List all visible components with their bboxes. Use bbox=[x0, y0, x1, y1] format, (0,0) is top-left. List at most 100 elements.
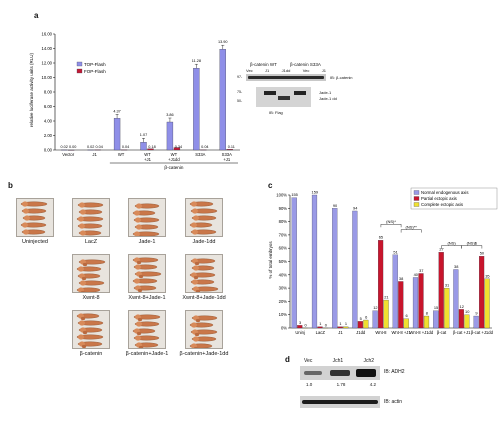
embryo-image bbox=[72, 254, 110, 293]
y-tick-label: 100% bbox=[276, 193, 287, 198]
y-tick-label: 6.00 bbox=[44, 104, 53, 109]
y-tick-label: 16.00 bbox=[42, 32, 53, 37]
blot-band-adh2 bbox=[300, 366, 380, 380]
embryo-image bbox=[128, 310, 166, 349]
significance-label: (NS)** bbox=[406, 224, 418, 229]
data-label: 155 bbox=[291, 192, 298, 197]
y-tick-label: 4.00 bbox=[44, 119, 53, 124]
bar-series-0 bbox=[433, 310, 439, 329]
bar-series-0 bbox=[412, 277, 419, 329]
significance-label: (NS)* bbox=[386, 219, 396, 224]
blot-lane-label: Vec bbox=[246, 68, 253, 73]
x-tick-label: J1dd bbox=[356, 330, 366, 335]
data-label: 0.34 bbox=[175, 145, 182, 149]
data-label: 21 bbox=[384, 295, 388, 300]
bar-series-1 bbox=[398, 281, 404, 329]
data-label: 37 bbox=[419, 268, 423, 273]
data-label: 10 bbox=[465, 309, 470, 314]
x-tick-label-sub: +J1 bbox=[223, 157, 231, 162]
data-label: 0.11 bbox=[228, 145, 235, 149]
embryo-image bbox=[185, 310, 223, 349]
embryo-image bbox=[16, 198, 54, 237]
blot-label-jade1dd: Jade-1 dd bbox=[319, 96, 337, 101]
blot-lane-label: Vec bbox=[302, 68, 310, 73]
x-tick-label: β-cat +J1dd bbox=[471, 330, 494, 335]
data-label: 0 bbox=[325, 323, 328, 328]
bar-series-1 bbox=[458, 309, 464, 329]
legend-swatch-top bbox=[76, 61, 83, 67]
x-tick-label: WT bbox=[171, 152, 178, 157]
bar-series-2 bbox=[363, 319, 369, 329]
blot-label-actin: IB: actin bbox=[384, 399, 403, 405]
embryo-image bbox=[185, 254, 223, 293]
legend-swatch-partial bbox=[413, 196, 420, 201]
blot-lane-label: J1 bbox=[265, 68, 270, 73]
legend-label-partial: Partial ectopic axis bbox=[421, 196, 457, 201]
band-quant-value: 1.78 bbox=[336, 382, 346, 387]
bar-series-0 bbox=[392, 254, 398, 329]
legend-label-normal: Normal endogenous axis bbox=[421, 190, 469, 195]
data-label: 35 bbox=[485, 273, 489, 278]
blot-kda-50: 50- bbox=[237, 99, 243, 103]
lane-label-vec: Vec bbox=[304, 358, 313, 364]
data-label: 159 bbox=[312, 190, 319, 195]
significance-label: (NS) bbox=[447, 240, 456, 245]
x-tick-label: Uninj bbox=[295, 330, 305, 335]
blot-band-actin bbox=[300, 396, 380, 408]
data-label: 13.90 bbox=[218, 40, 228, 44]
bar-top bbox=[113, 118, 121, 151]
data-label: 1 bbox=[345, 321, 347, 326]
legend-label-complete: Complete ectopic axis bbox=[421, 202, 463, 207]
blot-kda-97: 97- bbox=[237, 75, 243, 79]
data-label: 12 bbox=[460, 304, 464, 309]
blot-label-adh2: IB: ADH2 bbox=[384, 369, 405, 375]
y-tick-label: 14.00 bbox=[42, 46, 53, 51]
x-tick-label: Vector bbox=[62, 152, 74, 157]
band-quant-value: 4.2 bbox=[369, 382, 376, 387]
bar-series-1 bbox=[378, 240, 384, 329]
legend-label-top: TOP-Flash bbox=[84, 62, 106, 67]
x-tick-label: LacZ bbox=[316, 330, 326, 335]
embryo-label: β-catenin+Jade-1dd bbox=[179, 351, 229, 357]
bar-fop bbox=[147, 148, 154, 151]
blot-label-ib-flag: IB: Flag bbox=[269, 110, 283, 115]
embryo-label: Uninjected bbox=[22, 239, 48, 245]
data-label: 0.00 bbox=[69, 145, 76, 149]
data-label: 3.86 bbox=[166, 113, 173, 117]
data-label: 0 bbox=[305, 323, 308, 328]
y-tick-label: 90% bbox=[279, 206, 288, 211]
data-label: 4.37 bbox=[113, 109, 120, 113]
bar-series-0 bbox=[372, 310, 378, 329]
significance-bracket bbox=[400, 229, 422, 233]
y-tick-label: 2.00 bbox=[44, 133, 53, 138]
bar-series-0 bbox=[352, 210, 358, 329]
luciferase-bar-chart: relative luciferase activity units (RLU)… bbox=[29, 32, 240, 170]
blot-label-jade1: Jade-1 bbox=[319, 90, 332, 95]
blot-label-ib-catenin: IB: β-catenin bbox=[330, 75, 353, 80]
group-label: β-catenin bbox=[164, 165, 183, 170]
bar-series-2 bbox=[464, 314, 470, 329]
data-label: 0.02 bbox=[61, 145, 68, 149]
bar-series-2 bbox=[403, 318, 409, 329]
y-tick-label: 20% bbox=[279, 299, 288, 304]
data-label: 0.04 bbox=[201, 145, 208, 149]
blot-header-s33a: β-catenin S33A bbox=[290, 62, 321, 67]
data-label: 0.04 bbox=[122, 145, 129, 149]
x-tick-label-sub: +J1dd bbox=[168, 157, 180, 162]
data-label: 12 bbox=[373, 305, 377, 310]
bar-series-1 bbox=[317, 326, 323, 329]
embryo-label: Xwnt-8+Jade-1 bbox=[128, 295, 166, 301]
significance-bracket bbox=[441, 245, 462, 249]
embryo-image bbox=[72, 198, 110, 237]
x-tick-label-sub: +J1 bbox=[144, 157, 152, 162]
bar-fop bbox=[226, 149, 233, 151]
panel-letter-a: a bbox=[34, 11, 39, 20]
bar-series-2 bbox=[343, 326, 349, 329]
x-tick-label: J1 bbox=[92, 152, 97, 157]
y-tick-label: 0% bbox=[281, 326, 287, 331]
bar-top bbox=[219, 49, 226, 151]
bar-series-1 bbox=[337, 326, 343, 329]
x-tick-label: S33A bbox=[195, 152, 205, 157]
data-label: 0.18 bbox=[148, 145, 155, 149]
axis-phenotype-chart: % of total embryos 0% 10% 20% 30% 40% 50% 60% 7… bbox=[268, 187, 498, 335]
